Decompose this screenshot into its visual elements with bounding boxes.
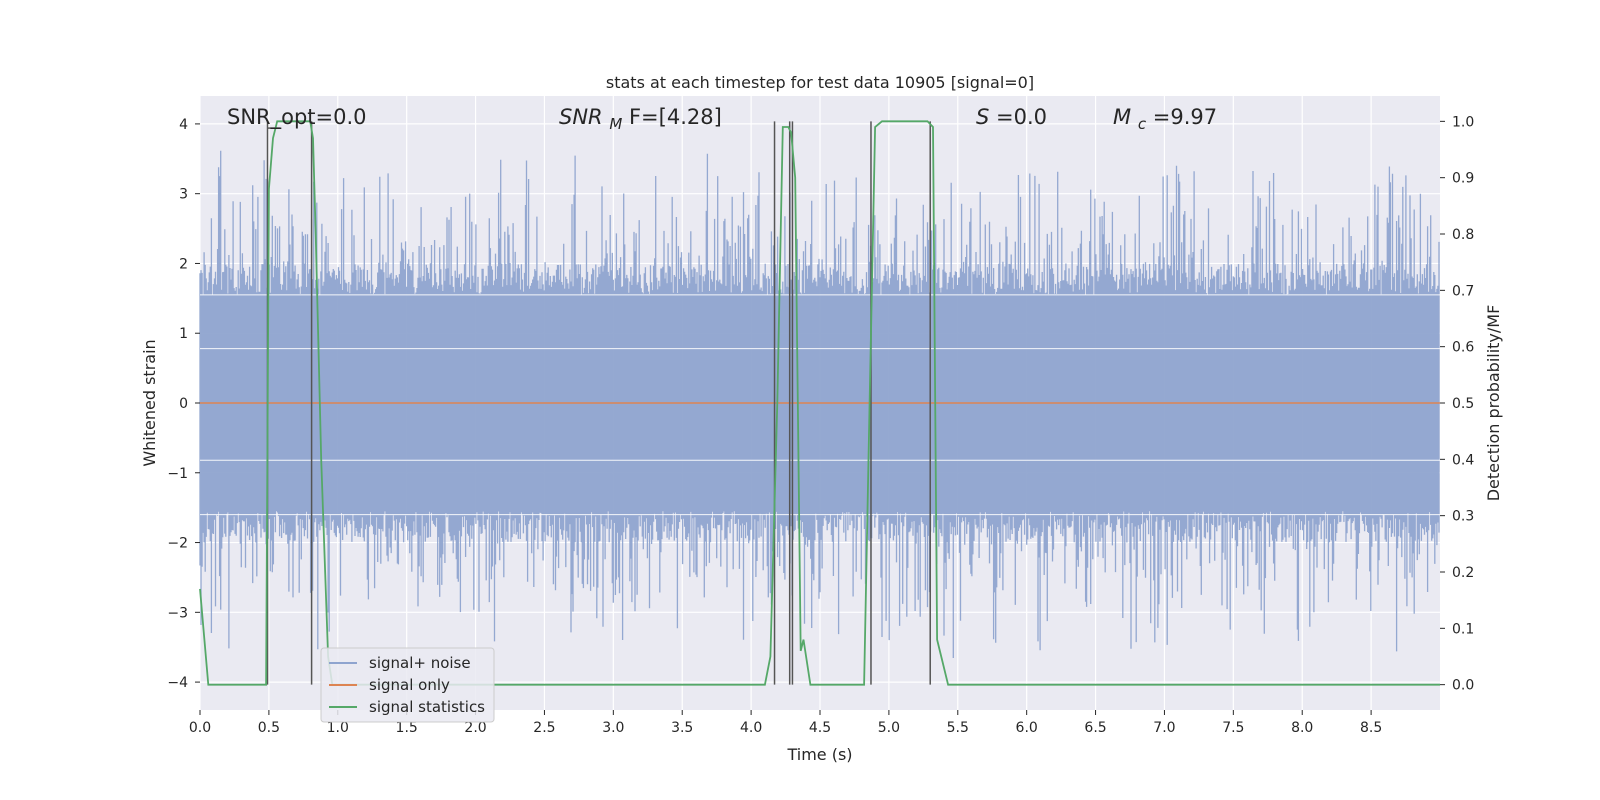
y2-tick-label: 0.8 [1452,227,1474,243]
y-tick-label: 4 [179,117,188,133]
annotation-snr-mf-main: SNR [559,105,603,129]
event-markers [266,121,931,685]
x-tick-label: 0.0 [189,720,211,736]
y2-tick-label: 0.1 [1452,621,1474,637]
legend: signal+ noise signal only signal statistic… [320,647,495,723]
y2-tick-label: 0.0 [1452,678,1474,694]
y-tick-label: −4 [167,675,188,691]
axis-ticks: 0.0 0.5 1.0 1.5 2.0 2.5 3.0 3.5 4.0 4.5 5.0 5.5 6.0 6… [167,114,1474,736]
legend-label: signal statistics [369,698,485,716]
chart-title: stats at each timestep for test data 109… [606,73,1034,92]
x-tick-label: 8.5 [1360,720,1382,736]
legend-label: signal only [369,676,450,694]
x-tick-label: 3.5 [671,720,693,736]
y-tick-label: −1 [167,466,188,482]
y2-tick-label: 0.5 [1452,396,1474,412]
x-tick-label: 7.5 [1222,720,1244,736]
x-tick-label: 0.5 [258,720,280,736]
signal-noise-line [199,150,1440,658]
annotation-mc-sub: c [1138,115,1147,133]
y2-tick-label: 0.6 [1452,340,1474,356]
x-tick-label: 4.5 [809,720,831,736]
signal-statistics-series [199,120,1440,686]
y-tick-label: −3 [167,605,188,621]
x-tick-label: 6.0 [1016,720,1038,736]
annotation-snr-mf-sub: M [609,115,622,133]
x-tick-label: 1.0 [327,720,349,736]
y-tick-label: 0 [179,396,188,412]
y2-tick-label: 0.4 [1452,452,1474,468]
annotation-snr-mf-tail: F=[4.28] [629,105,722,129]
y-tick-label: −2 [167,536,188,552]
signal-noise-series [199,150,1440,658]
y2-tick-label: 0.2 [1452,565,1474,581]
annotation-s-tail: =0.0 [996,105,1047,129]
legend-box [320,647,495,723]
y2-axis-label: Detection probability/MF [1484,305,1503,502]
annotation-s-main: S [976,105,989,129]
signal-statistics-line [199,120,1440,686]
x-tick-label: 8.0 [1291,720,1313,736]
annotation-s: S =0.0 [976,105,1047,129]
annotation-snr-mf: SNR M F=[4.28] [559,105,722,134]
legend-label: signal+ noise [369,654,471,672]
x-tick-label: 5.0 [878,720,900,736]
y-tick-label: 2 [179,256,188,272]
annotation-snr-opt: SNR_opt=0.0 [227,105,367,130]
x-tick-label: 1.5 [396,720,418,736]
x-tick-label: 7.0 [1153,720,1175,736]
x-tick-label: 5.5 [947,720,969,736]
x-tick-label: 3.0 [602,720,624,736]
annotation-mc-tail: =9.97 [1153,105,1217,129]
y-tick-label: 1 [179,326,188,342]
x-tick-label: 4.0 [740,720,762,736]
y2-tick-label: 0.3 [1452,509,1474,525]
y2-tick-label: 0.9 [1452,171,1474,187]
x-tick-label: 6.5 [1084,720,1106,736]
annotations: SNR_opt=0.0 SNR M F=[4.28] S =0.0 M c =9… [227,105,1217,134]
y2-tick-label: 0.7 [1452,283,1474,299]
y-tick-label: 3 [179,187,188,203]
annotation-mc: M c =9.97 [1113,105,1217,134]
x-axis-label: Time (s) [786,745,852,764]
y-axis-label: Whitened strain [140,339,159,466]
x-tick-label: 2.5 [533,720,555,736]
annotation-mc-main: M [1113,105,1131,129]
x-tick-label: 2.0 [464,720,486,736]
y2-tick-label: 1.0 [1452,114,1474,130]
